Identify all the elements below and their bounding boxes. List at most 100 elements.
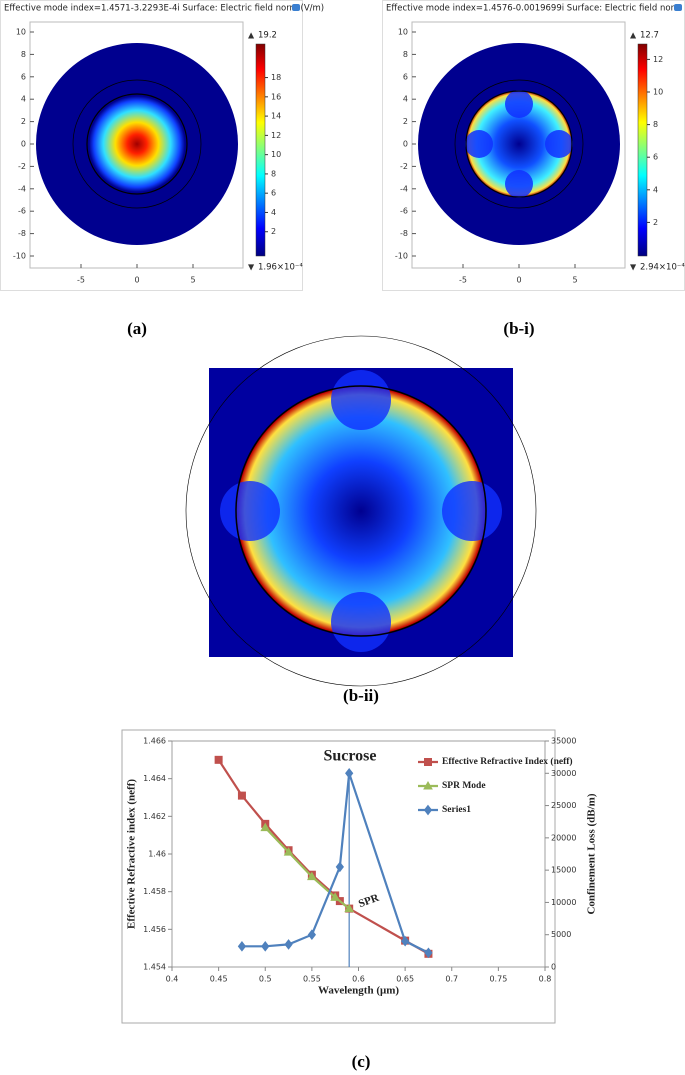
- min-arrow: ▼: [630, 263, 637, 272]
- marker: [335, 861, 344, 873]
- marker: [261, 941, 270, 952]
- y-tick-label: -2: [18, 162, 26, 171]
- y-tick-label: 6: [21, 72, 26, 81]
- marker: [400, 935, 410, 947]
- colorbar: [637, 43, 648, 257]
- x-tick-label: 0.65: [396, 975, 414, 984]
- colorbar-tick-label: 4: [653, 185, 658, 194]
- y-tick-label: 1.456: [143, 925, 166, 934]
- y-tick-label: 1.46: [148, 850, 166, 859]
- y-tick-label: 2: [403, 117, 408, 126]
- lobe-gap: [220, 481, 280, 541]
- panel-c: (c) 0.4 0.45 0.5 0.55 0.6 0.65 0.7 0.75 0.8 1.454…: [121, 729, 598, 1071]
- y2-tick-label: 5000: [551, 930, 571, 939]
- y-tick-label: 6: [403, 72, 408, 81]
- x-tick-label: 5: [572, 276, 577, 285]
- x-tick-label: 0.8: [539, 975, 552, 984]
- marker: [345, 767, 354, 779]
- colorbar-tick-label: 14: [271, 112, 281, 121]
- colorbar-max: 19.2: [258, 31, 277, 41]
- marker: [283, 847, 294, 856]
- legend-label: Series1: [442, 805, 471, 815]
- panel-b-ii: (b-ii): [185, 335, 537, 705]
- colorbar-tick-label: 6: [653, 153, 658, 162]
- boundary: [465, 90, 573, 198]
- chart-frame: [121, 729, 556, 1024]
- y-tick-label: -10: [395, 252, 408, 261]
- y2-tick-label: 0: [551, 963, 556, 972]
- legend-marker: [423, 780, 433, 790]
- core-field: [466, 91, 572, 197]
- marker: [237, 941, 247, 952]
- lobe-gap: [465, 130, 493, 158]
- y-tick-label: -4: [400, 184, 408, 193]
- x-tick-label: 0: [134, 276, 139, 285]
- marker: [260, 822, 271, 832]
- header: Effective mode index=1.4576-0.0019699i S…: [386, 4, 685, 14]
- caption: (c): [352, 1052, 371, 1071]
- colorbar-min: 1.96×10⁻⁴: [258, 263, 303, 273]
- colorbar-tick-label: 12: [653, 55, 663, 64]
- panel-a: Effective mode index=1.4571-3.2293E-4i S…: [0, 0, 324, 338]
- colorbar-tick-label: 8: [653, 120, 658, 129]
- marker: [214, 755, 223, 764]
- core-field: [89, 96, 185, 192]
- y2-tick-label: 30000: [551, 769, 576, 778]
- zoom-ring: [236, 386, 486, 636]
- boundary: [454, 79, 584, 209]
- marker: [330, 892, 341, 901]
- lobe-gap: [331, 592, 391, 652]
- y-tick-label: -6: [18, 207, 26, 216]
- marker: [284, 939, 293, 950]
- colorbar-tick-label: 6: [271, 189, 276, 198]
- y-tick-label: 10: [16, 28, 26, 37]
- y2-tick-label: 35000: [551, 737, 576, 746]
- y-tick-label: -4: [18, 184, 26, 193]
- x-tick-label: 0.6: [352, 975, 365, 984]
- x-tick-label: -5: [77, 276, 85, 285]
- y2-tick-label: 25000: [551, 801, 576, 810]
- marker: [307, 871, 317, 881]
- marker: [424, 947, 433, 959]
- colorbar: [255, 43, 266, 257]
- x-tick-label: 0: [516, 276, 521, 285]
- y2-tick-label: 20000: [551, 833, 576, 842]
- colorbar-tick-label: 10: [271, 150, 281, 159]
- lobe-gap: [545, 130, 573, 158]
- marker: [237, 791, 246, 800]
- marker: [344, 903, 355, 913]
- icon: [292, 4, 300, 11]
- y-tick-label: -6: [400, 207, 408, 216]
- y-tick-label: 4: [403, 95, 408, 104]
- colorbar-tick-label: 2: [653, 218, 658, 227]
- x-tick-label: 0.5: [259, 975, 272, 984]
- y2-axis-label: Confinement Loss (dB/m): [586, 793, 598, 914]
- y-tick-label: -8: [400, 229, 408, 238]
- y-tick-label: -8: [18, 229, 26, 238]
- y-tick-label: 1.454: [143, 963, 166, 972]
- colorbar-tick-label: 18: [271, 73, 281, 82]
- annotation: SPR: [357, 891, 382, 910]
- y-axis-label: Effective Refractive index (neff): [126, 779, 138, 929]
- icon: [674, 4, 682, 11]
- max-arrow: ▲: [630, 31, 637, 40]
- caption: (b-i): [503, 319, 534, 338]
- x-tick-label: 5: [190, 276, 195, 285]
- marker: [307, 929, 317, 941]
- y-tick-label: -2: [400, 162, 408, 171]
- legend-marker: [423, 804, 433, 816]
- caption: (b-ii): [343, 686, 379, 705]
- x-tick-label: 0.4: [166, 975, 179, 984]
- y-tick-label: 1.462: [143, 812, 166, 821]
- boundary: [86, 93, 188, 195]
- x-tick-label: 0.55: [303, 975, 321, 984]
- colorbar-min: 2.94×10⁻⁴: [640, 263, 685, 273]
- x-tick-label: -5: [459, 276, 467, 285]
- lobe-gap: [505, 170, 533, 198]
- header: Effective mode index=1.4571-3.2293E-4i S…: [4, 4, 324, 14]
- colorbar-tick-label: 10: [653, 88, 663, 97]
- colorbar-tick-label: 12: [271, 131, 281, 140]
- colorbar-tick-label: 2: [271, 227, 276, 236]
- x-tick-label: 0.7: [445, 975, 458, 984]
